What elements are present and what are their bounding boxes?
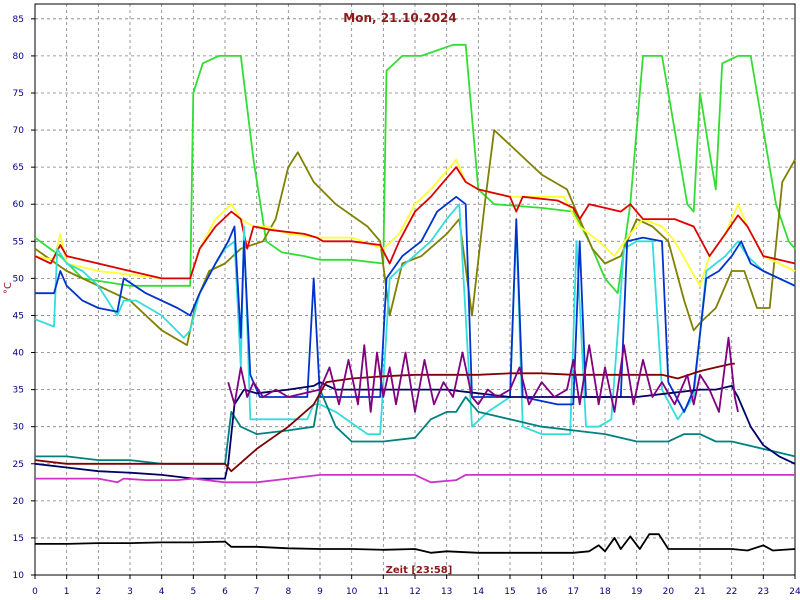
series-line-4: [34, 166, 796, 280]
y-tick-label: 80: [13, 52, 25, 62]
x-tick-labels: 0 1 2 3 4 5 6 7 8 9 10 11 12 13 14 15 16 17 18 19 20 21 22 23 24: [32, 587, 800, 597]
x-tick-label: 16: [536, 587, 548, 597]
series-line-9: [34, 362, 735, 473]
x-tick-label: 4: [159, 587, 165, 597]
x-tick-label: 11: [378, 587, 389, 597]
axes: [34, 3, 796, 576]
y-tick-label: 75: [13, 89, 24, 99]
y-tick-label: 25: [13, 460, 24, 470]
y-tick-label: 10: [13, 571, 25, 581]
y-tick-label: 40: [13, 349, 25, 359]
series-line-6: [35, 195, 796, 413]
x-tick-label: 23: [758, 587, 769, 597]
series-line-5: [34, 203, 796, 436]
x-tick-label: 2: [95, 587, 101, 597]
x-tick-label: 0: [32, 587, 38, 597]
y-tick-label: 85: [13, 15, 24, 25]
y-tick-label: 30: [13, 423, 25, 433]
x-tick-label: 18: [599, 587, 611, 597]
chart-title: Mon, 21.10.2024: [343, 11, 456, 25]
x-tick-label: 6: [222, 587, 228, 597]
plot-frame: [34, 3, 796, 576]
y-tick-label: 20: [13, 497, 25, 507]
x-tick-label: 8: [285, 587, 291, 597]
x-tick-label: 3: [127, 587, 133, 597]
y-tick-label: 60: [13, 200, 25, 210]
y-tick-label: 45: [13, 311, 24, 321]
x-tick-label: 5: [190, 587, 196, 597]
y-tick-label: 70: [13, 126, 25, 136]
x-tick-label: 9: [317, 587, 323, 597]
y-tick-label: 35: [13, 386, 24, 396]
x-tick-label: 19: [631, 587, 643, 597]
y-tick-label: 55: [13, 237, 24, 247]
y-tick-label: 65: [13, 163, 24, 173]
x-tick-label: 20: [663, 587, 675, 597]
series-line-10: [227, 336, 739, 413]
series-line-12: [35, 533, 796, 554]
x-tick-label: 13: [441, 587, 452, 597]
x-axis-label: Zeit [23:58]: [386, 565, 453, 576]
x-tick-label: 14: [473, 587, 485, 597]
x-tick-label: 12: [409, 587, 420, 597]
y-tick-label: 50: [13, 274, 25, 284]
y-tick-label: 15: [13, 534, 24, 544]
x-tick-label: 22: [726, 587, 737, 597]
x-tick-label: 1: [64, 587, 70, 597]
series-lines: [34, 43, 796, 554]
x-tick-label: 15: [504, 587, 515, 597]
y-tick-labels: 10 15 20 25 30 35 40 45 50 55 60 65 70 75 80 85: [13, 15, 25, 581]
x-tick-label: 24: [789, 587, 800, 597]
x-tick-label: 17: [568, 587, 579, 597]
x-tick-label: 21: [694, 587, 705, 597]
x-tick-label: 10: [346, 587, 358, 597]
series-line-11: [35, 473, 795, 484]
y-axis-label: °C: [3, 282, 14, 294]
series-line-2: [34, 129, 796, 347]
x-tick-label: 7: [254, 587, 260, 597]
